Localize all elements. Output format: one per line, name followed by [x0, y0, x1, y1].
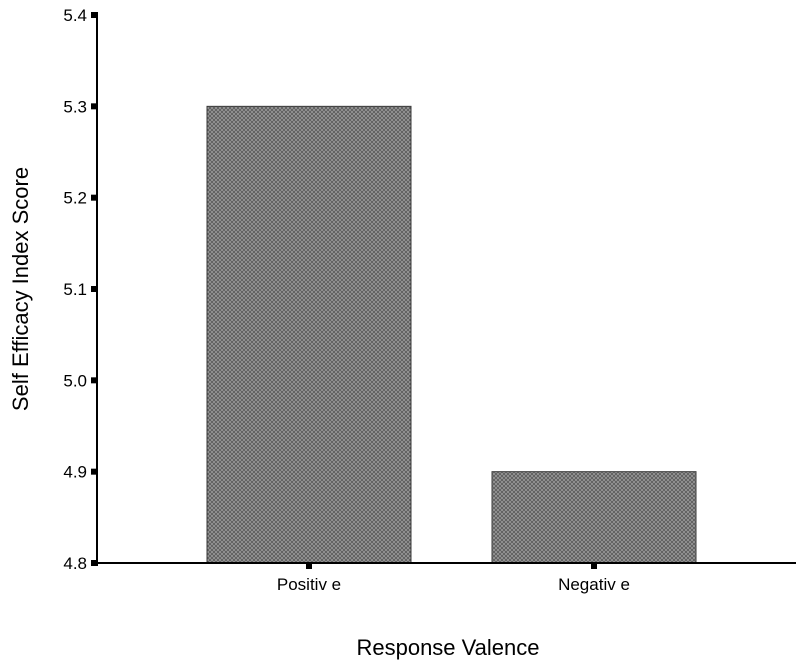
y-tick-label: 5.2	[63, 189, 87, 208]
y-tick-label: 5.3	[63, 97, 87, 116]
y-tick-mark	[91, 468, 98, 475]
bar-positive	[206, 105, 412, 564]
x-tick-mark	[591, 562, 597, 569]
bar-negative	[491, 471, 697, 564]
x-tick-label: Positiv e	[277, 575, 341, 594]
y-tick-label: 5.4	[63, 6, 87, 25]
y-tick-mark	[91, 377, 98, 384]
y-tick-mark	[91, 194, 98, 201]
y-axis-title: Self Efficacy Index Score	[8, 167, 33, 411]
labels-layer: 4.8 4.9 5.0 5.1 5.2 5.3 5.4 Positiv e Negativ e	[63, 6, 630, 594]
y-tick-mark	[91, 560, 98, 566]
x-axis-title: Response Valence	[356, 635, 539, 660]
x-tick-mark	[306, 562, 312, 569]
y-tick-mark	[91, 12, 98, 18]
axes-layer	[91, 12, 796, 569]
y-tick-mark	[91, 103, 98, 110]
y-tick-label: 4.9	[63, 463, 87, 482]
bars-layer	[206, 105, 697, 564]
y-tick-mark	[91, 286, 98, 292]
y-tick-label: 4.8	[63, 554, 87, 573]
y-tick-label: 5.1	[63, 280, 87, 299]
y-tick-label: 5.0	[63, 371, 87, 390]
x-tick-label: Negativ e	[558, 575, 630, 594]
